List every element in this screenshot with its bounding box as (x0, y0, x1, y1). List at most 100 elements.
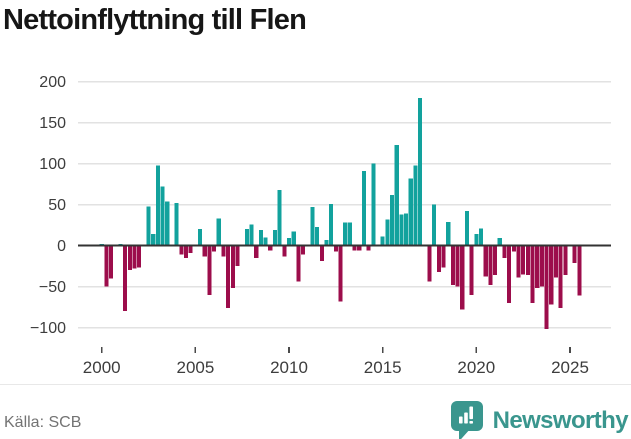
bar-2025Q2 (572, 245, 577, 263)
bar-2012Q4 (338, 245, 343, 302)
bar-2022Q1 (511, 245, 516, 252)
bar-2005Q3 (202, 245, 207, 257)
bar-2004Q3 (183, 245, 189, 258)
bar-2003Q1 (155, 165, 160, 246)
newsworthy-logo-icon (450, 401, 483, 439)
bar-2018Q1 (436, 245, 441, 272)
bar-2022Q2 (516, 245, 521, 278)
bar-2010Q2 (291, 231, 296, 246)
bar-2016Q2 (404, 213, 409, 246)
bar-2015Q3 (390, 194, 395, 246)
bar-2016Q3 (408, 178, 413, 246)
bar-2018Q3 (446, 221, 451, 246)
bar-2005Q2 (197, 229, 203, 246)
bar-2007Q2 (235, 245, 240, 267)
bar-2002Q4 (151, 234, 156, 246)
bar-2015Q4 (394, 144, 399, 246)
y-axis-label: 150 (39, 115, 66, 132)
bar-2016Q4 (413, 165, 418, 246)
bar-2000Q3 (109, 245, 114, 279)
bar-2017Q1 (418, 98, 423, 246)
bar-2004Q1 (174, 202, 179, 246)
bar-2009Q1 (268, 245, 273, 251)
newsworthy-wordmark: Newsworthy (492, 407, 629, 434)
x-axis-label: 2025 (551, 358, 589, 377)
bar-2006Q1 (212, 245, 217, 252)
bar-2019Q4 (469, 245, 474, 295)
bar-2014Q3 (371, 163, 376, 246)
bar-2011Q3 (315, 226, 320, 246)
bar-2009Q2 (272, 230, 278, 246)
bar-2003Q2 (160, 186, 165, 246)
bar-2022Q4 (525, 245, 530, 276)
bar-2018Q2 (441, 245, 446, 268)
y-axis-label: 200 (39, 74, 66, 91)
bar-2016Q1 (399, 214, 404, 246)
bar-2010Q3 (296, 245, 301, 282)
x-axis-label: 2020 (457, 358, 495, 377)
bar-2003Q3 (165, 201, 170, 246)
y-axis-label: −100 (30, 320, 66, 337)
y-axis-label: 50 (48, 197, 66, 214)
bar-2021Q4 (507, 245, 512, 303)
bar-2005Q4 (207, 245, 212, 295)
bar-2014Q1 (361, 171, 366, 246)
bar-2021Q1 (493, 245, 498, 276)
bar-2004Q2 (179, 245, 184, 255)
bar-2008Q1 (249, 224, 254, 246)
bar-2023Q1 (530, 245, 535, 303)
bar-2017Q4 (432, 204, 437, 246)
bar-2015Q2 (385, 219, 390, 246)
bar-2020Q3 (483, 245, 488, 277)
bar-2012Q3 (333, 245, 338, 252)
bar-2004Q4 (188, 245, 193, 253)
bar-2008Q4 (263, 237, 268, 246)
bar-2020Q1 (474, 234, 479, 246)
chart-title: Nettoinflyttning till Flen (3, 4, 307, 36)
bar-2015Q1 (380, 236, 385, 246)
bar-2018Q4 (450, 245, 455, 285)
bar-2007Q4 (244, 229, 249, 246)
y-axis-label: 0 (57, 238, 66, 255)
bar-2023Q4 (544, 245, 549, 330)
x-axis-label: 2000 (83, 358, 121, 377)
bar-2024Q3 (558, 245, 563, 308)
bar-2006Q2 (216, 218, 221, 246)
bar-2020Q2 (478, 228, 484, 246)
bar-2025Q3 (577, 245, 582, 296)
newsworthy-brand: Newsworthy (450, 401, 629, 439)
bar-2023Q2 (535, 245, 540, 289)
bar-2002Q1 (137, 245, 142, 268)
bar-2020Q4 (488, 245, 493, 285)
bar-2008Q2 (254, 245, 259, 258)
x-axis-label: 2015 (364, 358, 402, 377)
bar-2024Q4 (563, 245, 568, 276)
bar-2023Q3 (539, 245, 544, 287)
bar-2007Q1 (230, 245, 235, 289)
bar-2001Q3 (127, 245, 132, 271)
y-axis-label: −50 (39, 279, 66, 296)
bar-2021Q2 (497, 238, 502, 246)
bar-2001Q4 (132, 245, 137, 269)
y-axis-label: 100 (39, 156, 66, 173)
bar-2011Q2 (310, 207, 315, 246)
bar-2012Q2 (329, 203, 334, 246)
bar-2013Q2 (347, 222, 352, 246)
bar-2012Q1 (324, 239, 329, 246)
x-axis-label: 2005 (176, 358, 214, 377)
bar-2013Q4 (357, 245, 362, 251)
bar-2019Q2 (460, 245, 465, 310)
bar-2006Q3 (221, 245, 226, 257)
net-migration-bar-chart: 200 150 100 50 0 −50 −100 2000 2005 2010 2015 2020 2… (30, 74, 611, 377)
bar-2024Q2 (553, 245, 558, 278)
bar-2019Q1 (455, 245, 460, 287)
bar-2017Q3 (427, 245, 432, 282)
bar-2006Q4 (226, 245, 231, 308)
bar-2009Q3 (277, 189, 282, 246)
bar-2021Q3 (502, 245, 507, 258)
bar-2000Q2 (104, 245, 109, 287)
bar-2019Q3 (464, 211, 470, 246)
x-axis-label: 2010 (270, 358, 308, 377)
bar-2009Q4 (282, 245, 287, 257)
